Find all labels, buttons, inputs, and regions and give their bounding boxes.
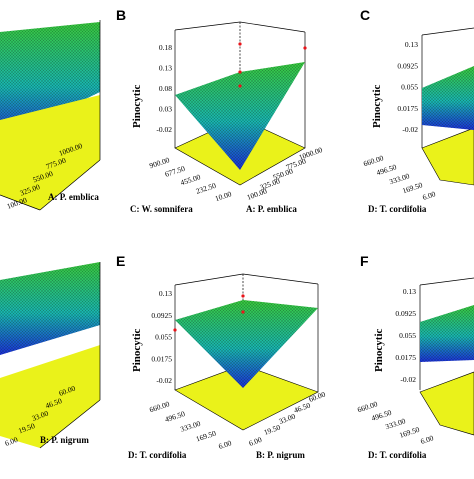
panel-b-ztick-0: -0.02: [156, 125, 172, 134]
panel-letter-f: F: [360, 253, 369, 269]
panel-f-ztick-1: 0.0175: [395, 353, 416, 362]
panel-e-marker-1: [241, 310, 245, 314]
panel-c-ytick-0: 6.00: [421, 189, 437, 202]
panel-e-xtick-1: 19.50: [263, 423, 282, 437]
panel-f-ztick-2: 0.055: [399, 331, 416, 340]
panel-f-ytick-1: 169.50: [398, 425, 421, 440]
panel-c-zlabel: Pinocytic: [371, 85, 383, 128]
panel-c: -0.02 0.0175 0.055 0.0925 0.13 Pinocytic 6.0…: [362, 27, 474, 214]
panel-f: -0.02 0.0175 0.055 0.0925 0.13 Pinocytic 6.0…: [356, 277, 474, 460]
panel-e-ztick-3: 0.0925: [151, 311, 172, 320]
panel-c-ztick-1: 0.0175: [397, 104, 418, 113]
panel-b-ytick-0: 10.00: [214, 189, 233, 203]
panel-b-ztick-2: 0.08: [159, 84, 172, 93]
panel-c-ztick-4: 0.13: [405, 40, 418, 49]
panel-f-ytick-0: 6.00: [419, 433, 435, 446]
panel-b-ztick-4: 0.18: [159, 43, 172, 52]
panel-c-ztick-3: 0.0925: [397, 61, 418, 70]
panel-e-ztick-1: 0.0175: [151, 354, 172, 363]
panel-f-floor: [419, 371, 474, 436]
panel-f-ztick-0: -0.02: [400, 375, 416, 384]
panel-e-marker-0: [241, 294, 245, 298]
panel-c-ylabel: D: T. cordifolia: [368, 204, 427, 214]
panel-f-ztick-3: 0.0925: [395, 309, 416, 318]
panel-e-xtick-0: 6.00: [248, 435, 264, 448]
panel-c-ztick-0: -0.02: [402, 125, 418, 134]
panel-e-floor: [174, 364, 319, 431]
panel-e-ytick-2: 333.00: [179, 419, 202, 434]
panel-a-xlabel: A: P. emblica: [48, 192, 99, 202]
panel-e-ztick-4: 0.13: [159, 289, 172, 298]
panel-e-marker-2: [173, 328, 177, 332]
panel-b-marker-3: [303, 46, 307, 50]
panel-d-xlabel: B: P. nigrum: [40, 435, 89, 445]
panel-e-ytick-4: 660.00: [148, 399, 171, 414]
panel-f-ylabel: D: T. cordifolia: [368, 450, 427, 460]
panel-e: -0.02 0.0175 0.055 0.0925 0.13 Pinocytic 6.0…: [128, 273, 327, 460]
panel-b-zlabel: Pinocytic: [131, 85, 143, 128]
panel-letter-c: C: [360, 7, 370, 23]
panel-b-ztick-1: 0.03: [159, 105, 172, 114]
panel-letter-e: E: [116, 253, 125, 269]
panel-b-marker-0: [238, 42, 242, 46]
panel-b-xlabel: A: P. emblica: [246, 204, 297, 214]
panel-e-ylabel: D: T. cordifolia: [128, 450, 187, 460]
panel-e-xtick-2: 33.00: [278, 412, 297, 426]
panel-c-floor: [421, 127, 474, 186]
panel-b-ztick-3: 0.13: [159, 64, 172, 73]
panel-b-ylabel: C: W. somnifera: [130, 204, 193, 214]
panel-e-zlabel: Pinocytic: [131, 329, 143, 372]
panel-f-ztick-4: 0.13: [403, 287, 416, 296]
panel-e-ztick-2: 0.055: [155, 333, 172, 342]
panel-e-ytick-3: 496.50: [164, 409, 187, 424]
panel-f-zlabel: Pinocytic: [373, 329, 385, 372]
panel-c-ztick-2: 0.055: [401, 83, 418, 92]
panel-d-floor: [0, 345, 100, 448]
panel-b: -0.020.030.080.130.18 Pinocytic 10.00232…: [130, 21, 324, 214]
panel-e-ytick-0: 6.00: [217, 438, 233, 451]
panel-letter-b: B: [116, 7, 126, 23]
panel-e-ytick-1: 169.50: [195, 429, 218, 444]
panel-b-marker-2: [238, 84, 242, 88]
panel-a-floor: [0, 95, 100, 210]
panel-b-marker-1: [238, 70, 242, 74]
panel-e-xlabel: B: P. nigrum: [256, 450, 305, 460]
panel-d-xtick-0: 6.00: [4, 435, 20, 448]
panel-e-ztick-0: -0.02: [156, 376, 172, 385]
